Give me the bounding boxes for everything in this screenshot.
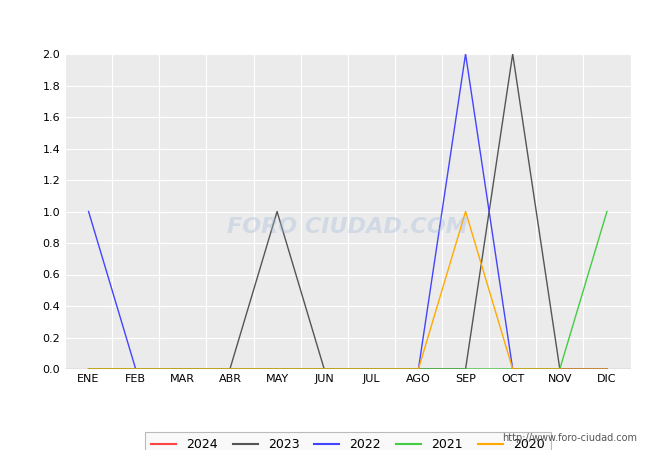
Text: Matriculaciones de Vehiculos en Castildelgado: Matriculaciones de Vehiculos en Castilde… bbox=[139, 12, 511, 27]
Legend: 2024, 2023, 2022, 2021, 2020: 2024, 2023, 2022, 2021, 2020 bbox=[145, 432, 551, 450]
Text: http://www.foro-ciudad.com: http://www.foro-ciudad.com bbox=[502, 433, 637, 443]
Text: FORO CIUDAD.COM: FORO CIUDAD.COM bbox=[227, 217, 468, 237]
